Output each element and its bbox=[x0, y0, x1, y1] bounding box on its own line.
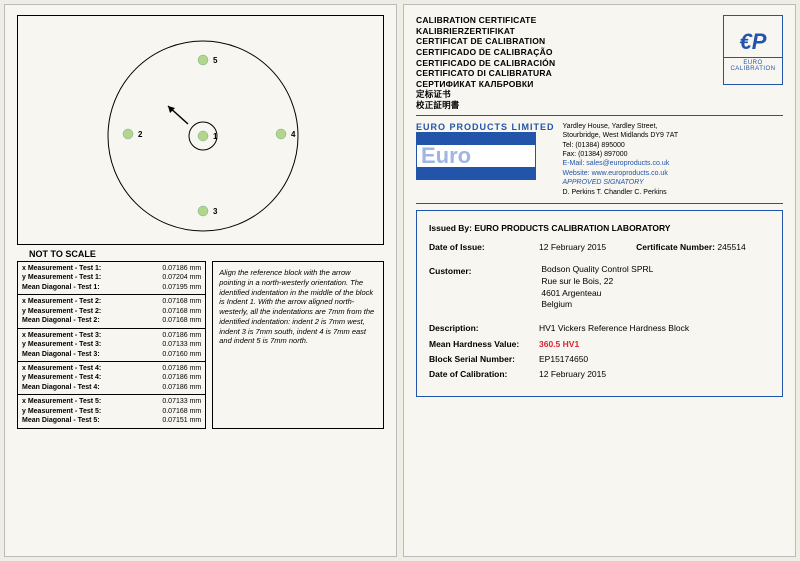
customer-lbl: Customer: bbox=[429, 264, 539, 279]
website: Website: www.europroducts.co.uk bbox=[563, 169, 679, 178]
bottom-row: x Measurement - Test 1:0.07186 mmy Measu… bbox=[17, 261, 384, 429]
approved-sig-lbl: APPROVED SIGNATORY bbox=[563, 178, 679, 187]
epl-title: EURO PRODUCTS LIMITED bbox=[416, 122, 555, 132]
measurements-column: x Measurement - Test 1:0.07186 mmy Measu… bbox=[17, 261, 206, 429]
cert-title: CALIBRATION CERTIFICATE bbox=[416, 15, 555, 26]
mean-lbl: Mean Hardness Value: bbox=[429, 337, 539, 352]
company-left: EURO PRODUCTS LIMITED Euro bbox=[416, 122, 555, 198]
issued-by: Issued By: EURO PRODUCTS CALIBRATION LAB… bbox=[429, 221, 770, 236]
titles-list: CALIBRATION CERTIFICATEKALIBRIERZERTIFIK… bbox=[416, 15, 555, 111]
date-issue: 12 February 2015 bbox=[539, 242, 606, 252]
cert-title: CERTIFICADO DE CALIBRACIÓN bbox=[416, 58, 555, 69]
desc-lbl: Description: bbox=[429, 321, 539, 336]
customer-line: 4601 Argenteau bbox=[541, 288, 653, 300]
customer-lines: Bodson Quality Control SPRLRue sur le Bo… bbox=[541, 264, 653, 312]
measurement-block: x Measurement - Test 2:0.07168 mmy Measu… bbox=[17, 294, 206, 327]
svg-text:5: 5 bbox=[213, 56, 218, 65]
measurement-block: x Measurement - Test 1:0.07186 mmy Measu… bbox=[17, 261, 206, 294]
company-info: Yardley House, Yardley Street, Stourbrid… bbox=[563, 122, 679, 198]
cert-title: 校正証明書 bbox=[416, 100, 555, 111]
cert-title: CERTIFICAT DE CALIBRATION bbox=[416, 36, 555, 47]
cert-title: CERTIFICADO DE CALIBRAÇÃO bbox=[416, 47, 555, 58]
date-issue-lbl: Date of Issue: bbox=[429, 240, 539, 255]
serial-lbl: Block Serial Number: bbox=[429, 352, 539, 367]
desc: HV1 Vickers Reference Hardness Block bbox=[539, 323, 689, 333]
tel: Tel: (01384) 895000 bbox=[563, 141, 679, 150]
euro-block-logo: Euro bbox=[416, 132, 536, 180]
svg-text:1: 1 bbox=[213, 132, 218, 141]
svg-text:4: 4 bbox=[291, 130, 296, 139]
not-to-scale-label: NOT TO SCALE bbox=[29, 249, 384, 259]
serial: EP15174650 bbox=[539, 354, 588, 364]
instructions-box: Align the reference block with the arrow… bbox=[212, 261, 384, 429]
indent-diagram: 1 2 3 4 5 bbox=[18, 16, 388, 246]
issue-row: Date of Issue:12 February 2015 Certifica… bbox=[429, 240, 770, 255]
fax: Fax: (01384) 897000 bbox=[563, 150, 679, 159]
logo-txt: EURO CALIBRATION bbox=[724, 57, 782, 72]
certno: 245514 bbox=[717, 242, 745, 252]
signatories: D. Perkins T. Chandler C. Perkins bbox=[563, 188, 679, 197]
mean-val: 360.5 HV1 bbox=[539, 339, 579, 349]
cert-title: CERTIFICATO DI CALIBRATURA bbox=[416, 68, 555, 79]
svg-text:3: 3 bbox=[213, 207, 218, 216]
cert-title: KALIBRIERZERTIFIKAT bbox=[416, 26, 555, 37]
certificate-body: Issued By: EURO PRODUCTS CALIBRATION LAB… bbox=[416, 210, 783, 397]
customer-line: Belgium bbox=[541, 299, 653, 311]
measurement-block: x Measurement - Test 5:0.07133 mmy Measu… bbox=[17, 394, 206, 428]
addr1: Yardley House, Yardley Street, bbox=[563, 122, 679, 131]
cert-title: СЕРТИФИКАТ КАЛБРОВКИ bbox=[416, 79, 555, 90]
cert-title: 定标证书 bbox=[416, 89, 555, 100]
certno-lbl: Certificate Number: bbox=[636, 240, 715, 255]
addr2: Stourbridge, West Midlands DY9 7AT bbox=[563, 131, 679, 140]
euro-word: Euro bbox=[417, 145, 471, 167]
measurement-block: x Measurement - Test 3:0.07186 mmy Measu… bbox=[17, 328, 206, 361]
measurement-block: x Measurement - Test 4:0.07186 mmy Measu… bbox=[17, 361, 206, 394]
company-bar: EURO PRODUCTS LIMITED Euro Yardley House… bbox=[416, 118, 783, 205]
euro-calibration-logo: €P EURO CALIBRATION bbox=[723, 15, 783, 85]
diagram-area: 1 2 3 4 5 bbox=[17, 15, 384, 245]
email: E-Mail: sales@europroducts.co.uk bbox=[563, 159, 679, 168]
cert-title-bar: CALIBRATION CERTIFICATEKALIBRIERZERTIFIK… bbox=[416, 15, 783, 116]
left-page: 1 2 3 4 5 NOT TO SCALE x Measurement - Test … bbox=[4, 4, 397, 557]
right-page: CALIBRATION CERTIFICATEKALIBRIERZERTIFIK… bbox=[403, 4, 796, 557]
svg-text:2: 2 bbox=[138, 130, 143, 139]
customer-line: Rue sur le Bois, 22 bbox=[541, 276, 653, 288]
logo-ep: €P bbox=[740, 29, 767, 55]
caldate: 12 February 2015 bbox=[539, 369, 606, 379]
customer-block: Customer: Bodson Quality Control SPRLRue… bbox=[429, 264, 770, 312]
caldate-lbl: Date of Calibration: bbox=[429, 367, 539, 382]
customer-line: Bodson Quality Control SPRL bbox=[541, 264, 653, 276]
